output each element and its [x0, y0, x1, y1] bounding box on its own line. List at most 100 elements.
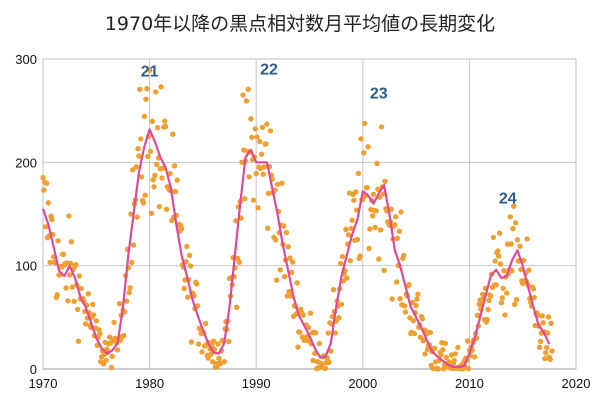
monthly-point	[156, 203, 163, 210]
monthly-point	[332, 330, 338, 336]
monthly-point	[297, 329, 303, 335]
monthly-point	[264, 121, 270, 127]
monthly-point	[90, 301, 96, 308]
monthly-point	[496, 230, 503, 236]
monthly-point	[414, 296, 420, 302]
monthly-point	[273, 237, 279, 243]
y-tick-label: 0	[30, 362, 37, 377]
monthly-point	[396, 228, 402, 234]
monthly-point	[260, 171, 266, 177]
monthly-point	[123, 298, 130, 304]
monthly-point	[508, 241, 514, 247]
monthly-point	[549, 348, 555, 354]
monthly-point	[517, 243, 523, 249]
monthly-point	[442, 340, 449, 346]
monthly-point	[253, 170, 259, 177]
monthly-point	[202, 320, 209, 327]
monthly-point	[249, 134, 255, 140]
monthly-point	[181, 285, 187, 292]
monthly-point	[205, 355, 211, 361]
monthly-point	[146, 67, 153, 74]
monthly-point	[234, 304, 240, 310]
monthly-point	[127, 285, 133, 291]
monthly-point	[539, 313, 545, 319]
monthly-point	[361, 150, 367, 156]
x-tick-label: 1990	[242, 376, 271, 391]
monthly-point	[465, 366, 472, 372]
x-tick-label: 1980	[135, 376, 164, 391]
monthly-point	[144, 86, 150, 92]
monthly-point	[265, 225, 271, 231]
monthly-point	[215, 341, 221, 347]
monthly-point	[507, 214, 513, 220]
monthly-point	[372, 224, 378, 231]
monthly-point	[245, 86, 251, 93]
monthly-point	[369, 213, 376, 219]
monthly-point	[427, 329, 433, 336]
monthly-point	[154, 125, 161, 131]
monthly-point	[170, 131, 176, 137]
monthly-point	[381, 267, 387, 274]
monthly-point	[258, 151, 265, 157]
monthly-point	[502, 312, 508, 318]
monthly-point	[349, 217, 355, 223]
monthly-point	[355, 170, 362, 177]
monthly-point	[415, 291, 421, 297]
monthly-point	[281, 223, 287, 229]
monthly-point	[497, 261, 504, 267]
monthly-point	[376, 256, 382, 262]
monthly-point	[106, 334, 113, 340]
monthly-point	[357, 253, 363, 259]
monthly-point	[54, 292, 60, 298]
monthly-point	[71, 298, 77, 305]
monthly-point	[401, 252, 407, 259]
x-tick-label: 2000	[348, 376, 377, 391]
monthly-point	[409, 299, 416, 306]
monthly-point	[336, 315, 342, 321]
monthly-point	[49, 216, 55, 223]
monthly-point	[43, 224, 49, 230]
monthly-point	[130, 242, 137, 248]
monthly-point	[137, 86, 143, 93]
monthly-point	[493, 282, 499, 288]
monthly-point	[143, 96, 149, 102]
monthly-point	[401, 303, 408, 309]
monthly-point	[147, 148, 154, 155]
monthly-point	[43, 180, 50, 186]
monthly-point	[452, 351, 458, 357]
monthly-point	[114, 347, 121, 353]
monthly-point	[544, 330, 551, 336]
monthly-point	[455, 344, 461, 351]
monthly-point	[76, 273, 83, 279]
plot-frame	[42, 58, 577, 370]
monthly-point	[543, 350, 549, 356]
cycle-label-23: 23	[370, 85, 388, 102]
monthly-point	[150, 177, 156, 183]
monthly-point	[501, 268, 507, 274]
monthly-point	[140, 200, 147, 206]
monthly-point	[513, 297, 520, 303]
monthly-point	[233, 218, 239, 224]
monthly-point	[47, 259, 53, 265]
monthly-point	[195, 341, 202, 347]
axes: 0 100 200 300 1970 1980 1990 2000 2010 2020	[15, 52, 590, 391]
monthly-point	[109, 353, 116, 360]
monthly-point	[474, 312, 481, 318]
monthly-point	[184, 243, 190, 250]
monthly-point	[214, 364, 220, 370]
monthly-point	[322, 365, 329, 371]
monthly-point	[413, 302, 419, 309]
monthly-point	[248, 116, 254, 122]
monthly-point	[263, 141, 269, 147]
monthly-point	[283, 229, 290, 236]
monthly-point	[378, 124, 385, 130]
monthly-point	[66, 213, 72, 219]
monthly-point	[252, 126, 258, 132]
monthly-point	[97, 331, 103, 337]
monthly-point	[339, 253, 346, 260]
monthly-point	[108, 364, 115, 371]
monthly-point	[540, 320, 546, 326]
monthly-point	[512, 220, 519, 226]
monthly-point	[330, 287, 337, 293]
